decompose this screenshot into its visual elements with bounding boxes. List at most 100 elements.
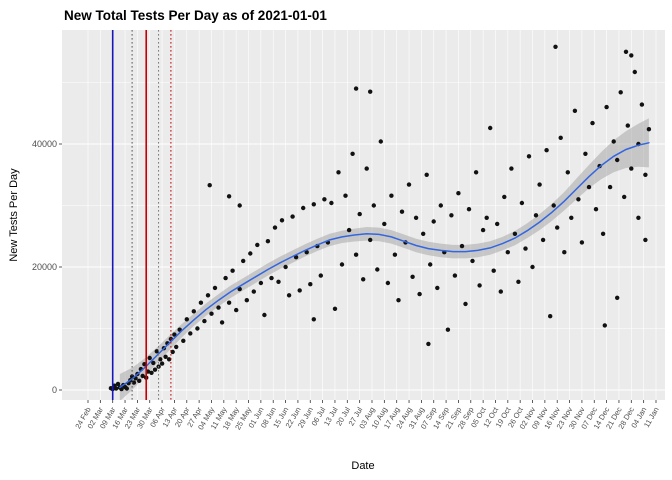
data-point xyxy=(385,280,391,286)
data-point xyxy=(131,380,137,385)
data-point xyxy=(230,268,235,273)
panel-content xyxy=(62,30,665,400)
data-point xyxy=(226,194,232,199)
data-point xyxy=(318,273,323,278)
data-point xyxy=(170,349,175,355)
data-point xyxy=(382,221,387,227)
data-point xyxy=(149,370,154,375)
data-point xyxy=(297,288,302,293)
data-point xyxy=(470,258,475,264)
data-point xyxy=(555,225,560,230)
data-point xyxy=(625,123,630,128)
data-point xyxy=(163,354,168,359)
data-point xyxy=(137,378,142,383)
data-point xyxy=(544,148,549,153)
data-point xyxy=(583,151,588,156)
data-point xyxy=(548,314,553,319)
data-point xyxy=(202,318,207,324)
data-point xyxy=(191,309,196,314)
y-tick-label: 40000 xyxy=(32,139,57,149)
data-point xyxy=(502,194,507,200)
data-point xyxy=(237,203,242,208)
data-point xyxy=(147,355,152,361)
data-point xyxy=(615,295,620,300)
data-point xyxy=(530,264,535,270)
data-point xyxy=(399,209,405,214)
data-point xyxy=(262,312,267,318)
data-point xyxy=(623,49,629,54)
data-point xyxy=(452,273,458,278)
data-point xyxy=(611,139,616,144)
data-point xyxy=(188,331,193,336)
data-point xyxy=(251,289,256,294)
data-point xyxy=(456,191,461,196)
data-point xyxy=(495,221,500,227)
data-point xyxy=(537,182,542,187)
data-point xyxy=(198,300,204,305)
data-point xyxy=(353,252,359,257)
data-point xyxy=(195,326,200,331)
data-point xyxy=(174,344,179,350)
data-point xyxy=(516,279,521,284)
data-point xyxy=(255,242,260,248)
data-point xyxy=(361,277,366,282)
data-point xyxy=(301,205,306,211)
data-point xyxy=(237,286,242,292)
data-point xyxy=(158,357,163,362)
data-point xyxy=(629,53,634,58)
data-point xyxy=(329,200,334,206)
data-point xyxy=(426,341,431,347)
data-point xyxy=(488,125,493,131)
data-point xyxy=(604,104,609,110)
data-point xyxy=(371,203,376,208)
data-point xyxy=(350,151,355,156)
data-point xyxy=(272,225,278,230)
data-point xyxy=(519,200,525,206)
data-point xyxy=(332,306,338,311)
data-point xyxy=(551,203,556,208)
data-point xyxy=(445,327,451,332)
data-point xyxy=(512,231,518,236)
data-point xyxy=(166,357,172,362)
data-point xyxy=(484,215,489,220)
data-point xyxy=(258,280,264,286)
data-point xyxy=(473,170,479,175)
data-point xyxy=(159,361,165,366)
y-tick-label: 20000 xyxy=(32,262,57,272)
data-point xyxy=(368,89,373,94)
data-point xyxy=(375,267,380,272)
data-point xyxy=(336,170,341,175)
data-point xyxy=(553,44,558,49)
data-point xyxy=(646,127,652,132)
data-point xyxy=(269,275,274,281)
data-point xyxy=(276,279,281,284)
data-point xyxy=(304,250,309,255)
data-point xyxy=(322,197,327,202)
data-point xyxy=(558,135,563,140)
data-point xyxy=(181,338,186,343)
data-point xyxy=(463,301,468,307)
data-point xyxy=(286,293,292,298)
data-point xyxy=(449,213,454,218)
data-point xyxy=(151,360,156,366)
data-point xyxy=(346,227,352,233)
data-point xyxy=(290,214,295,219)
data-point xyxy=(343,193,348,198)
data-point xyxy=(172,332,177,337)
data-point xyxy=(184,317,189,322)
y-tick-label: 0 xyxy=(52,385,57,395)
data-point xyxy=(124,386,129,391)
data-point xyxy=(216,305,221,310)
data-point xyxy=(629,166,634,171)
data-point xyxy=(459,243,465,249)
data-point xyxy=(389,193,394,198)
data-point xyxy=(622,194,627,200)
data-point xyxy=(410,274,415,279)
data-point xyxy=(636,215,641,220)
data-point xyxy=(523,246,528,251)
data-point xyxy=(643,172,648,177)
data-point xyxy=(639,102,645,107)
data-point xyxy=(265,239,271,244)
